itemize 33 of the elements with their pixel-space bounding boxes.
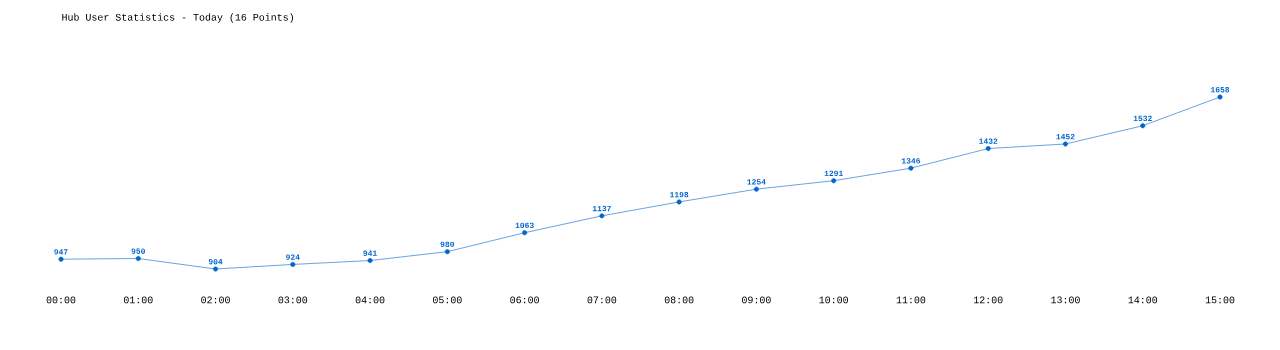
x-tick-label: 14:00: [1128, 296, 1158, 304]
point: [599, 213, 605, 219]
x-tick-label: 12:00: [973, 296, 1003, 304]
point: [753, 186, 759, 192]
point: [444, 249, 450, 255]
x-tick-label: 04:00: [355, 296, 385, 304]
point: [908, 165, 914, 171]
x-tick-label: 09:00: [742, 296, 771, 304]
x-tick-label: 13:00: [1051, 296, 1080, 304]
point: [213, 266, 219, 272]
point: [135, 256, 141, 262]
x-tick-label: 15:00: [1205, 296, 1235, 304]
point: [367, 258, 373, 264]
point: [290, 261, 296, 267]
point: [985, 146, 991, 152]
x-tick-label: 00:00: [46, 296, 76, 304]
point: [831, 178, 837, 184]
x-tick-label: 08:00: [664, 296, 694, 304]
point: [1140, 123, 1146, 129]
x-tick-label: 07:00: [587, 296, 617, 304]
x-tick-label: 03:00: [278, 296, 308, 304]
x-tick-label: 05:00: [433, 296, 462, 304]
x-tick-label: 11:00: [896, 296, 926, 304]
point: [522, 230, 528, 236]
x-tick-label: 06:00: [510, 296, 539, 304]
point: [676, 199, 682, 205]
chart-title: Hub User Statistics - Today (16 Points): [62, 13, 293, 23]
x-tick-label: 02:00: [201, 296, 230, 304]
point: [1062, 141, 1068, 147]
point: [1217, 94, 1223, 100]
x-tick-label: 01:00: [123, 296, 153, 304]
x-tick-label: 10:00: [819, 296, 849, 304]
point: [58, 256, 64, 262]
